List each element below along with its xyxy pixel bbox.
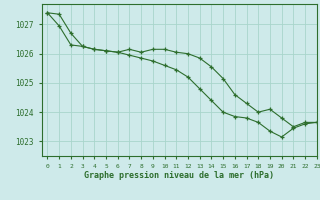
X-axis label: Graphe pression niveau de la mer (hPa): Graphe pression niveau de la mer (hPa)	[84, 171, 274, 180]
